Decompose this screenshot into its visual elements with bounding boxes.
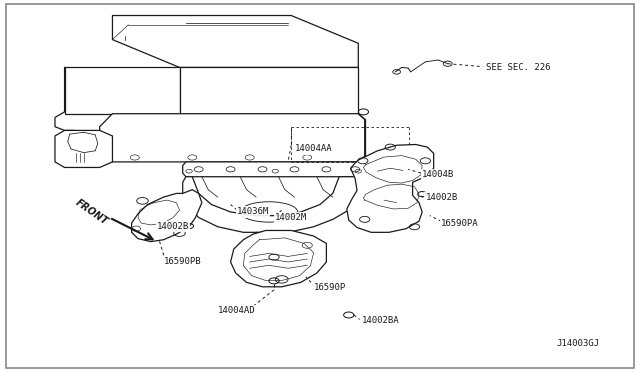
Text: 16590PA: 16590PA [442, 219, 479, 228]
Text: 16590PB: 16590PB [164, 257, 201, 266]
Text: 14002B: 14002B [157, 222, 189, 231]
Polygon shape [230, 231, 326, 287]
Polygon shape [113, 16, 358, 67]
Text: 14004B: 14004B [422, 170, 454, 179]
Polygon shape [182, 173, 365, 232]
Polygon shape [182, 162, 365, 177]
Text: SEE SEC. 226: SEE SEC. 226 [486, 63, 550, 72]
Text: 14002M: 14002M [275, 213, 308, 222]
Polygon shape [179, 67, 358, 114]
Text: 16590P: 16590P [314, 283, 346, 292]
Polygon shape [347, 144, 434, 232]
Text: 14004AD: 14004AD [218, 306, 255, 315]
Text: 14004AA: 14004AA [294, 144, 332, 153]
Polygon shape [55, 131, 113, 167]
Polygon shape [65, 67, 179, 114]
Text: 14002B: 14002B [426, 193, 458, 202]
Polygon shape [132, 190, 202, 241]
Text: 14002BA: 14002BA [362, 316, 399, 325]
Text: J14003GJ: J14003GJ [556, 339, 599, 348]
Text: 14036M: 14036M [237, 208, 269, 217]
Polygon shape [100, 114, 365, 162]
Text: FRONT: FRONT [74, 197, 110, 227]
